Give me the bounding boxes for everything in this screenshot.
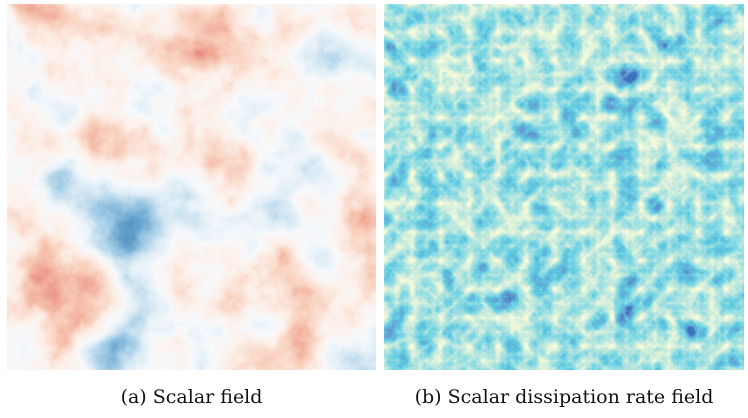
dissipation-rate-field-image (384, 4, 744, 370)
scalar-field-image (7, 4, 376, 370)
scalar-field-render (7, 4, 376, 370)
dissipation-rate-render (384, 4, 744, 370)
caption-dissipation-rate-field: (b) Scalar dissipation rate field (414, 386, 714, 408)
caption-scalar-field: (a) Scalar field (120, 386, 263, 408)
